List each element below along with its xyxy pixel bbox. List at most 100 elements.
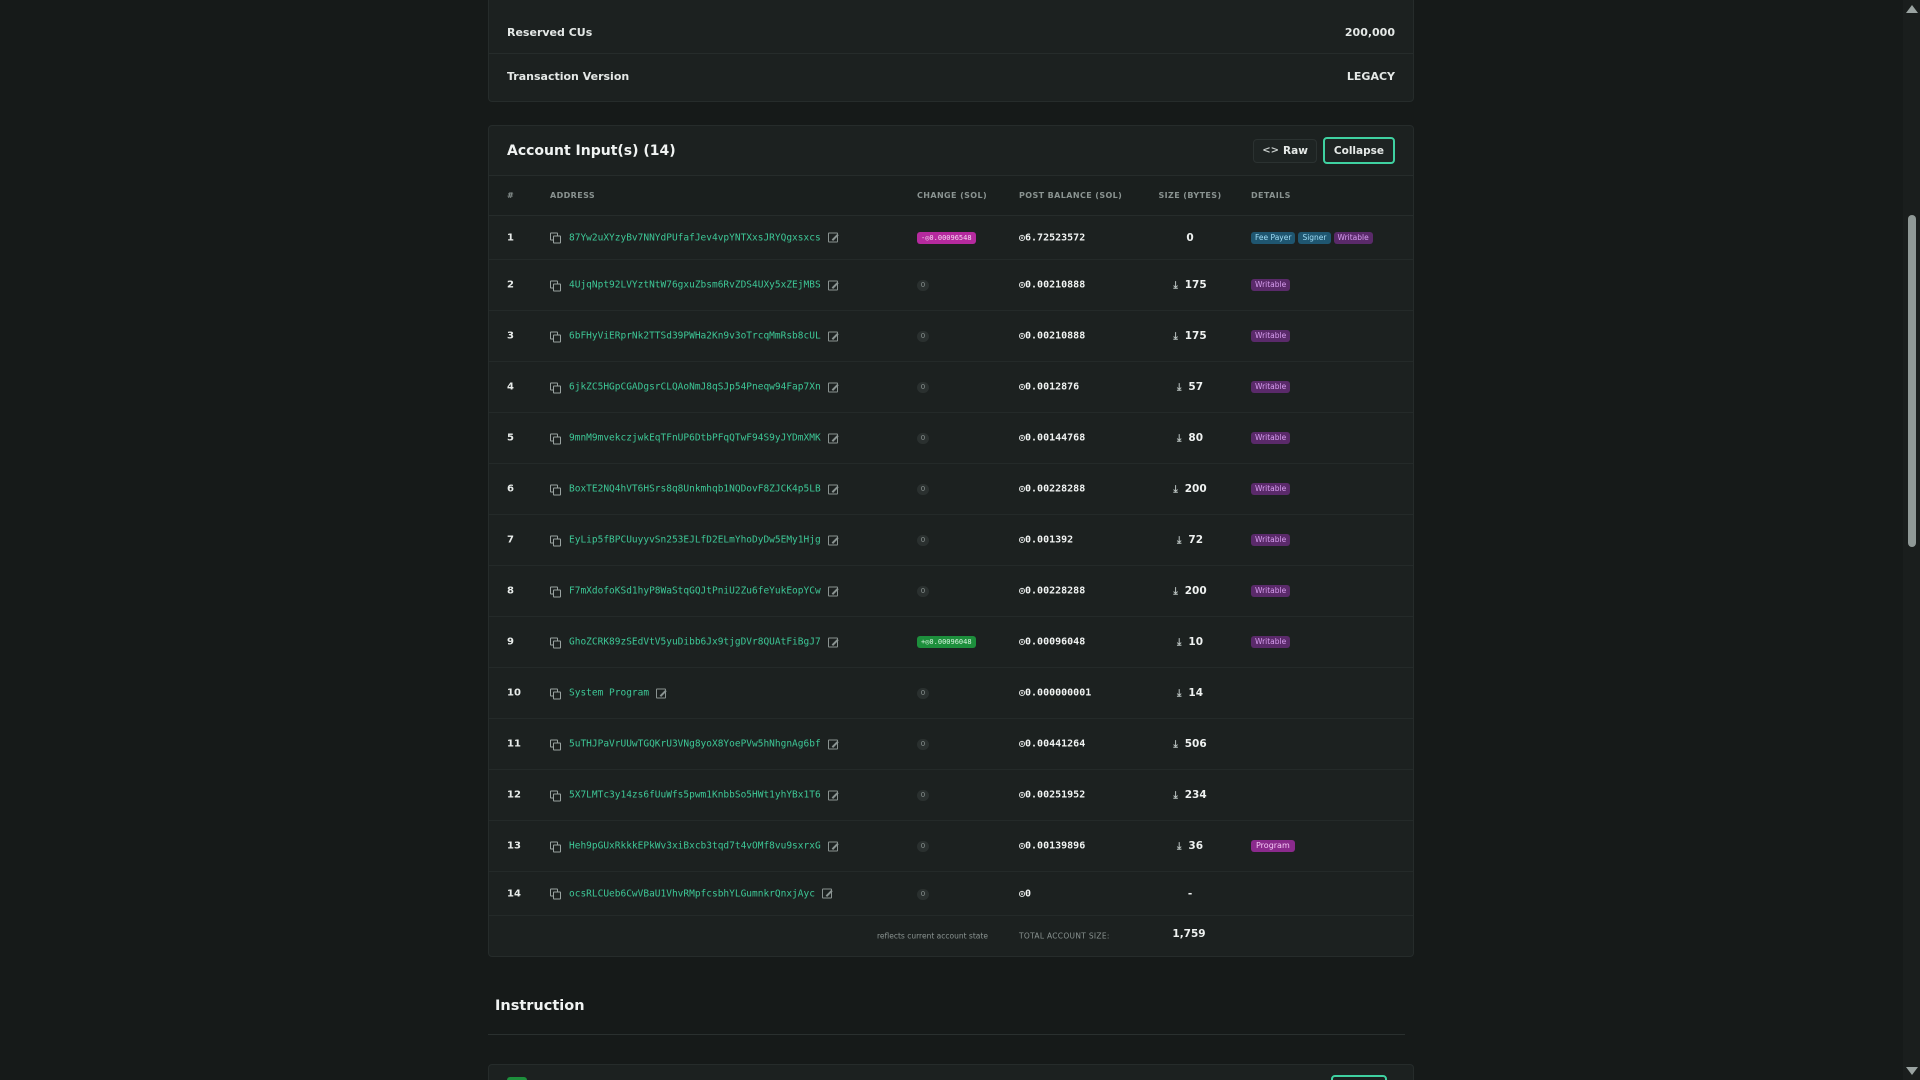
edit-icon[interactable]	[827, 637, 838, 647]
edit-icon[interactable]	[827, 232, 838, 243]
copy-icon[interactable]	[550, 888, 561, 900]
copy-icon[interactable]	[550, 688, 561, 699]
copy-icon[interactable]	[550, 535, 561, 546]
table-row: 11 5uTHJPaVrUUwTGQKrU3VNg8yoX8YoePVw5hNh…	[489, 719, 1413, 770]
account-address-link[interactable]: 87Yw2uXYzyBv7NNYdPUfafJev4vpYNTXxsJRYQgx…	[569, 232, 821, 243]
post-balance: ◎0.0012876	[1019, 381, 1080, 393]
row-number: 13	[507, 840, 521, 852]
download-icon[interactable]: ⤓	[1173, 738, 1178, 750]
edit-icon[interactable]	[827, 586, 838, 596]
account-size: 10	[1188, 636, 1204, 648]
account-address-link[interactable]: 6bFHyViERprNk2TTSd39PWHa2Kn9v3oTrcqMmRsb…	[569, 330, 821, 342]
account-address-link[interactable]: ocsRLCUeb6CwVBaU1VhvRMpfcsbhYLGumnkrQnxj…	[569, 888, 815, 899]
size-cell: ⤓ 506	[1154, 738, 1226, 750]
size-cell: ⤓ 36	[1154, 840, 1226, 852]
copy-icon[interactable]	[550, 331, 561, 342]
balance-change-badge: 0	[917, 841, 929, 852]
download-icon[interactable]: ⤓	[1173, 330, 1178, 342]
account-address-link[interactable]: 5X7LMTc3y14zs6fUuWfs5pwm1KnbbSo5HWt1yhYB…	[569, 789, 821, 801]
copy-icon[interactable]	[550, 232, 561, 244]
instruction-action-button[interactable]	[1331, 1075, 1387, 1080]
row-number: 11	[507, 738, 521, 750]
account-size: 175	[1184, 279, 1207, 291]
download-icon[interactable]: ⤓	[1176, 381, 1182, 393]
download-icon[interactable]: ⤓	[1173, 279, 1178, 291]
edit-icon[interactable]	[821, 888, 832, 899]
download-icon[interactable]: ⤓	[1176, 636, 1182, 648]
copy-icon[interactable]	[550, 841, 561, 852]
change-cell: 0	[917, 789, 929, 801]
copy-icon[interactable]	[550, 280, 561, 291]
account-address-link[interactable]: 4UjqNpt92LVYztNtW76gxuZbsm6RvZDS4UXy5xZE…	[569, 279, 821, 291]
edit-icon[interactable]	[827, 535, 838, 545]
post-balance: ◎0.00096048	[1019, 636, 1086, 648]
account-address-cell: 5uTHJPaVrUUwTGQKrU3VNg8yoX8YoePVw5hNhgnA…	[550, 739, 838, 750]
account-size: 36	[1188, 840, 1204, 852]
copy-icon[interactable]	[550, 637, 561, 648]
scroll-up-arrow-icon[interactable]	[1906, 5, 1918, 13]
account-size: -	[1187, 887, 1193, 900]
column-header-post-balance: POST BALANCE (SOL)	[1019, 191, 1123, 200]
edit-icon[interactable]	[827, 331, 838, 341]
program-badge: Program	[1251, 840, 1295, 852]
edit-icon[interactable]	[827, 382, 838, 392]
edit-icon[interactable]	[827, 841, 838, 851]
edit-icon[interactable]	[827, 280, 838, 290]
table-row: 6 BoxTE2NQ4hVT6HSrs8q8Unkmhqb1NQDovF8ZJC…	[489, 464, 1413, 515]
edit-icon[interactable]	[827, 484, 838, 494]
account-address-link[interactable]: 5uTHJPaVrUUwTGQKrU3VNg8yoX8YoePVw5hNhgnA…	[569, 738, 821, 750]
account-address-link[interactable]: System Program	[569, 687, 650, 699]
change-cell: -◎0.00096548	[917, 231, 976, 244]
details-cell: Writable	[1251, 381, 1291, 393]
details-cell: Fee Payer Signer Writable	[1251, 231, 1373, 244]
balance-change-badge: 0	[917, 535, 929, 546]
account-address-link[interactable]: F7mXdofoKSd1hyP8WaStqGQJtPniU2Zu6feYukEo…	[569, 585, 821, 597]
download-icon[interactable]: ⤓	[1176, 687, 1182, 699]
size-cell: ⤓ 80	[1154, 432, 1226, 444]
writable-badge: Writable	[1251, 534, 1291, 546]
download-icon[interactable]: ⤓	[1176, 534, 1182, 546]
scroll-down-arrow-icon[interactable]	[1906, 1067, 1918, 1075]
copy-icon[interactable]	[550, 739, 561, 750]
account-size: 57	[1188, 381, 1204, 393]
transaction-summary-card: Reserved CUs 200,000 Transaction Version…	[488, 0, 1414, 102]
collapse-button[interactable]: Collapse	[1322, 137, 1395, 164]
download-icon[interactable]: ⤓	[1176, 840, 1182, 852]
scrollbar-thumb[interactable]	[1908, 215, 1916, 547]
edit-icon[interactable]	[827, 739, 838, 749]
size-cell: ⤓ 10	[1154, 636, 1226, 648]
post-balance: ◎0.00228288	[1019, 483, 1086, 495]
download-icon[interactable]: ⤓	[1173, 483, 1178, 495]
page-scrollbar[interactable]	[1903, 0, 1920, 1080]
edit-icon[interactable]	[827, 433, 838, 443]
account-address-link[interactable]: EyLip5fBPCUuyyvSn253EJLfD2ELmYhoDyDw5EMy…	[569, 534, 821, 546]
table-row: 5 9mnM9mvekczjwkEqTFnUP6DtbPFqQTwF94S9yJ…	[489, 413, 1413, 464]
post-balance: ◎6.72523572	[1019, 232, 1086, 243]
account-address-link[interactable]: BoxTE2NQ4hVT6HSrs8q8Unkmhqb1NQDovF8ZJCK4…	[569, 483, 821, 495]
account-address-cell: ocsRLCUeb6CwVBaU1VhvRMpfcsbhYLGumnkrQnxj…	[550, 888, 832, 900]
raw-button[interactable]: <> Raw	[1253, 138, 1317, 163]
copy-icon[interactable]	[550, 586, 561, 597]
copy-icon[interactable]	[550, 433, 561, 444]
account-address-cell: 4UjqNpt92LVYztNtW76gxuZbsm6RvZDS4UXy5xZE…	[550, 280, 838, 291]
download-icon[interactable]: ⤓	[1176, 432, 1182, 444]
download-icon[interactable]: ⤓	[1173, 789, 1178, 801]
copy-icon[interactable]	[550, 790, 561, 801]
copy-icon[interactable]	[550, 484, 561, 495]
size-cell: ⤓ 234	[1154, 789, 1226, 801]
account-address-link[interactable]: Heh9pGUxRkkkEPkWv3xiBxcb3tqd7t4vOMf8vu9s…	[569, 840, 821, 852]
account-address-cell: 87Yw2uXYzyBv7NNYdPUfafJev4vpYNTXxsJRYQgx…	[550, 232, 838, 244]
account-address-link[interactable]: 9mnM9mvekczjwkEqTFnUP6DtbPFqQTwF94S9yJYD…	[569, 432, 821, 444]
account-address-link[interactable]: GhoZCRK89zSEdVtV5yuDibb6Jx9tjgDVr8QUAtFi…	[569, 636, 821, 648]
account-size: 200	[1184, 483, 1207, 495]
download-icon[interactable]: ⤓	[1173, 585, 1178, 597]
table-row: 9 GhoZCRK89zSEdVtV5yuDibb6Jx9tjgDVr8QUAt…	[489, 617, 1413, 668]
edit-icon[interactable]	[656, 688, 667, 698]
account-address-link[interactable]: 6jkZC5HGpCGADgsrCLQAoNmJ8qSJp54Pneqw94Fa…	[569, 381, 821, 393]
copy-icon[interactable]	[550, 382, 561, 393]
details-cell: Writable	[1251, 483, 1291, 495]
edit-icon[interactable]	[827, 790, 838, 800]
table-row: 7 EyLip5fBPCUuyyvSn253EJLfD2ELmYhoDyDw5E…	[489, 515, 1413, 566]
instruction-badge	[507, 1077, 527, 1080]
post-balance: ◎0.00210888	[1019, 279, 1086, 291]
